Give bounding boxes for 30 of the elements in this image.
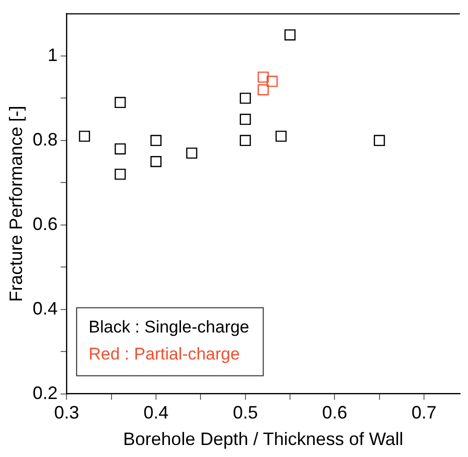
- point: [114, 96, 126, 108]
- point: [240, 92, 251, 104]
- point: [114, 143, 126, 154]
- x-tick-label: 0.5: [232, 402, 258, 423]
- x-tick-label: 0.4: [143, 402, 168, 423]
- y-axis-title: Fracture Performance [-]: [6, 106, 26, 302]
- y-tick-label: 0.8: [32, 129, 58, 150]
- point: [374, 134, 385, 146]
- text: Black : Single-charge: [88, 317, 250, 336]
- y-tick-label: 0.4: [32, 298, 58, 318]
- y-tick-label: 0.2: [32, 382, 58, 403]
- x-tick-label: 0.3: [54, 402, 80, 423]
- x-axis-title: Borehole Depth / Thickness of Wall: [123, 429, 404, 450]
- point: [186, 148, 198, 159]
- x-tick-label: 0.6: [322, 402, 348, 423]
- point: [258, 72, 269, 83]
- point: [240, 134, 251, 146]
- point: [78, 130, 90, 142]
- y-tick-label: 0.6: [32, 214, 58, 234]
- point: [240, 114, 251, 125]
- point: [150, 156, 162, 168]
- point: [276, 130, 287, 142]
- x-tick-label: 0.7: [412, 402, 437, 423]
- text: Red : Partial-charge: [88, 344, 240, 364]
- y-tick-label: 1: [48, 44, 58, 65]
- point: [150, 134, 162, 146]
- point: [284, 29, 296, 40]
- point: [114, 168, 126, 180]
- point: [266, 76, 278, 87]
- point: [258, 84, 269, 96]
